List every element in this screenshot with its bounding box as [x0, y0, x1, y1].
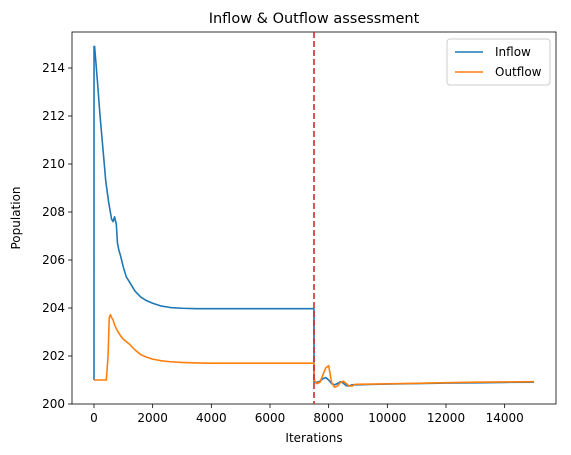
y-tick-label: 212	[42, 109, 65, 123]
y-tick-label: 202	[42, 349, 65, 363]
legend: Inflow Outflow	[446, 38, 551, 86]
x-tick-label: 8000	[313, 411, 344, 425]
series-line-inflow	[93, 45, 535, 387]
y-tick-label: 200	[42, 397, 65, 411]
chart-title: Inflow & Outflow assessment	[209, 11, 420, 27]
y-tick-label: 206	[42, 253, 65, 267]
legend-label-inflow: Inflow	[495, 45, 531, 59]
x-tick-label: 2000	[137, 411, 168, 425]
y-axis-label: Population	[9, 186, 23, 249]
x-tick-label: 14000	[486, 411, 524, 425]
x-axis-label: Iterations	[285, 431, 342, 445]
series-lines	[93, 45, 535, 388]
y-tick-label: 208	[42, 205, 65, 219]
y-tick-label: 204	[42, 301, 65, 315]
x-tick-label: 12000	[427, 411, 465, 425]
y-tick-label: 210	[42, 157, 65, 171]
x-tick-label: 0	[90, 411, 98, 425]
legend-box	[446, 38, 551, 86]
series-line-outflow	[94, 313, 535, 388]
x-axis: 0 2000 4000 6000 8000 10000 12000 14000	[90, 404, 524, 425]
x-tick-label: 4000	[196, 411, 227, 425]
y-tick-label: 214	[42, 61, 65, 75]
x-tick-label: 6000	[255, 411, 286, 425]
y-axis: 200 202 204 206 208 210 212 214	[42, 61, 72, 411]
legend-label-outflow: Outflow	[495, 65, 542, 79]
x-tick-label: 10000	[368, 411, 406, 425]
